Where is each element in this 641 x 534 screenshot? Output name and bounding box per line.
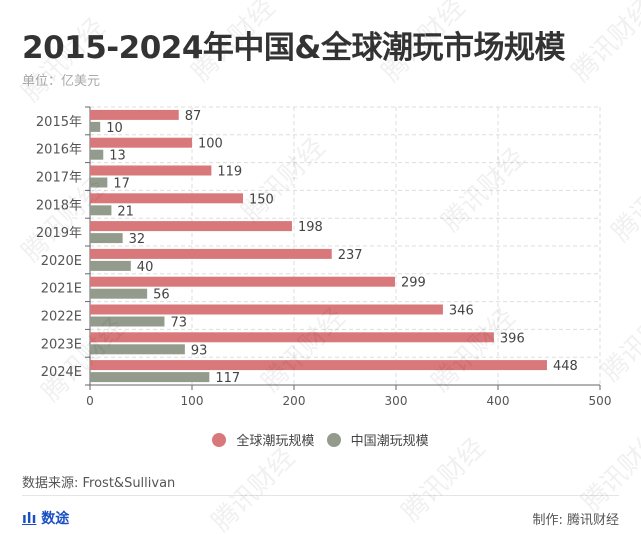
data-label: 346 [449,304,474,319]
legend-label: 中国潮玩规模 [350,434,429,449]
y-tick-label: 2021E [41,282,82,297]
data-source: 数据来源: Frost&Sullivan [22,476,176,491]
x-tick-label: 300 [385,394,408,408]
x-tick-label: 400 [487,394,510,408]
bar-global [90,276,395,287]
data-label: 13 [109,149,126,164]
bar-global [90,109,179,120]
y-tick-label: 2016年 [36,143,82,158]
legend-dot-global [212,432,227,447]
bar-chart-icon: ılı [22,511,37,527]
legend-item-china[interactable]: 中国潮玩规模 [326,430,429,449]
brand-logo[interactable]: ılı 数途 [22,508,69,528]
data-label: 56 [153,288,170,303]
data-label: 93 [191,343,208,358]
data-label: 448 [553,359,578,374]
y-tick-label: 2022E [41,310,82,325]
x-tick-label: 500 [589,394,612,408]
bar-china [90,260,131,271]
brand-name: 数途 [41,511,70,527]
data-label: 87 [185,109,202,124]
y-tick-label: 2019年 [36,226,82,241]
data-label: 299 [401,276,426,291]
data-label: 21 [117,204,134,219]
bar-global [90,360,547,371]
data-label: 396 [500,331,525,346]
bar-china [90,149,104,160]
bar-chart: 0 100 200 300 400 500 2015年 87 10 2016年 100 13 2017年… [36,106,612,408]
legend-item-global[interactable]: 全球潮玩规模 [212,430,314,449]
bar-global [90,304,443,315]
bar-china [90,316,165,327]
bar-china [90,344,185,355]
data-label: 10 [106,121,123,136]
data-label: 150 [249,192,274,207]
bar-china [90,233,123,244]
x-tick-label: 200 [283,394,306,408]
x-tick-label: 100 [181,394,204,408]
y-tick-label: 2018年 [36,198,82,213]
bar-china [90,177,108,188]
data-label: 73 [170,316,187,331]
bar-china [90,121,101,132]
legend-label: 全球潮玩规模 [236,434,315,449]
bar-china [90,372,210,383]
bar-global [90,165,212,176]
bar-china [90,288,148,299]
data-label: 117 [215,371,240,386]
bar-global [90,137,192,148]
data-label: 17 [113,177,130,192]
y-tick-label: 2023E [41,337,82,352]
y-tick-label: 2020E [41,254,82,269]
bar-global [90,221,292,232]
watermark: 腾讯财经 [206,442,302,534]
data-label: 40 [137,260,154,275]
y-tick-label: 2015年 [36,115,82,130]
unit-label: 单位：亿美元 [22,74,101,89]
bar-global [90,332,494,343]
data-label: 237 [338,248,363,263]
data-label: 32 [129,232,146,247]
page-title: 2015-2024年中国&全球潮玩市场规模 [22,30,565,66]
divider [22,495,619,496]
legend-dot-china [326,432,341,447]
data-label: 198 [298,220,323,235]
data-label: 119 [217,165,242,180]
bar-china [90,205,112,216]
data-label: 100 [198,137,223,152]
y-tick-label: 2024E [41,365,82,380]
bar-global [90,193,243,204]
bar-global [90,248,332,259]
x-tick-label: 0 [86,394,94,408]
credit: 制作: 腾讯财经 [532,513,619,528]
legend: 全球潮玩规模 中国潮玩规模 [0,430,641,451]
y-tick-label: 2017年 [36,171,82,186]
